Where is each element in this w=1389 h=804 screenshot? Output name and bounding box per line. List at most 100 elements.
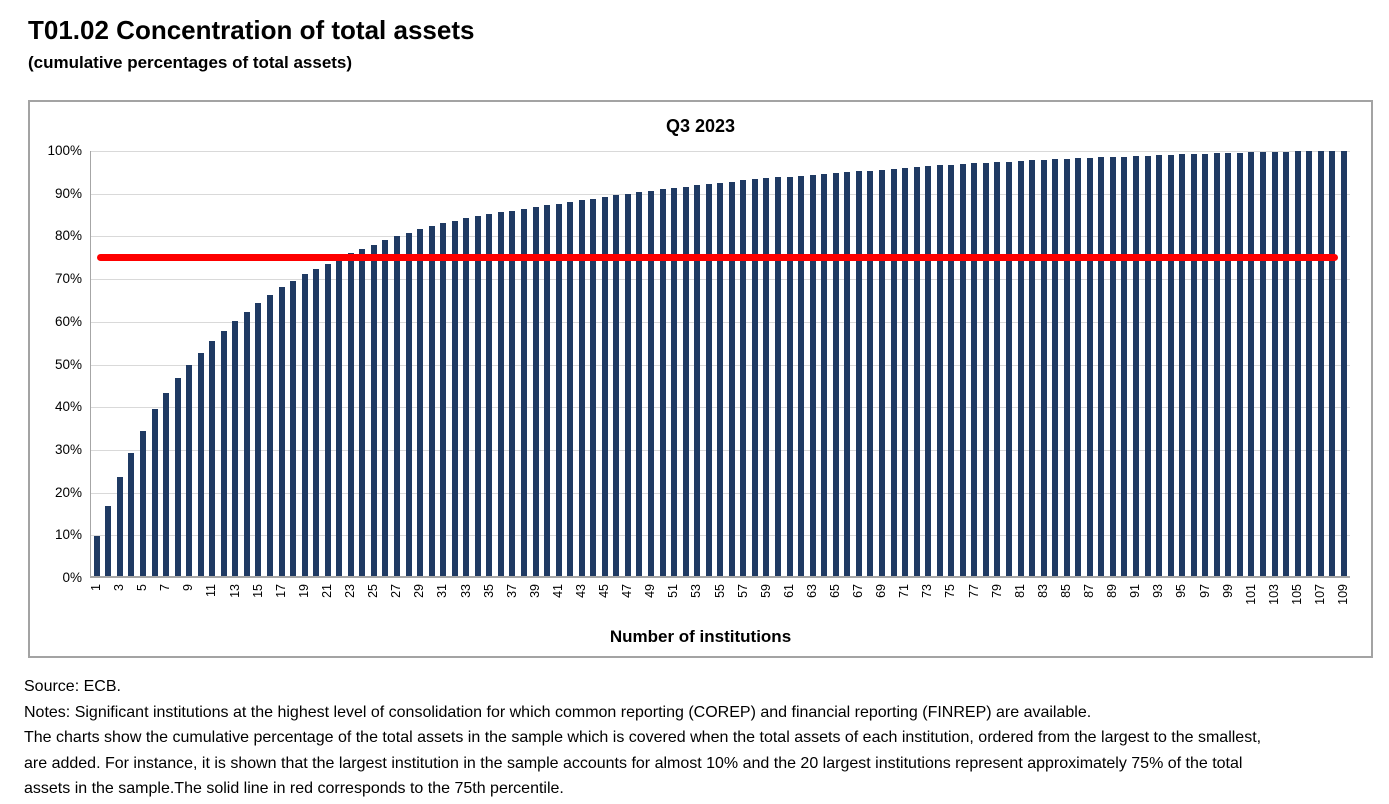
x-tick-slot: 53 <box>689 584 704 622</box>
bar <box>382 240 389 576</box>
bar <box>1283 151 1290 576</box>
x-tick-label: 27 <box>389 584 404 598</box>
bar <box>1190 153 1197 576</box>
x-tick-slot: 85 <box>1059 584 1073 622</box>
bar <box>428 226 435 576</box>
bar-slot <box>761 151 773 576</box>
bar <box>313 268 320 576</box>
x-tick-slot: 37 <box>505 584 519 622</box>
bar-slot <box>1049 151 1061 576</box>
bar-slot <box>103 151 115 576</box>
bar-slot <box>333 151 345 576</box>
bar <box>613 195 620 576</box>
x-tick-slot: 57 <box>736 584 750 622</box>
bar-slot <box>969 151 981 576</box>
bar-slot <box>322 151 334 576</box>
x-tick-label: 55 <box>712 584 727 598</box>
bar-slot <box>149 151 161 576</box>
y-tick-label: 10% <box>54 527 82 543</box>
bar <box>925 166 932 576</box>
x-tick-slot: 13 <box>227 584 242 622</box>
bar <box>659 189 666 576</box>
bar-slot <box>807 151 819 576</box>
y-tick-label: 30% <box>54 441 82 457</box>
x-tick-slot: 63 <box>805 584 819 622</box>
x-tick-label: 29 <box>412 584 427 598</box>
bar-slot <box>345 151 357 576</box>
bar <box>1329 151 1336 576</box>
x-tick-slot: 23 <box>343 584 357 622</box>
bar-slot <box>1315 151 1327 576</box>
bar-slot <box>114 151 126 576</box>
x-tick-label: 91 <box>1128 584 1143 598</box>
x-tick-slot: 79 <box>990 584 1004 622</box>
x-tick-label: 93 <box>1151 584 1166 598</box>
x-tick-slot: 83 <box>1035 584 1050 622</box>
bar-slot <box>1338 151 1350 576</box>
bar-slot <box>611 151 623 576</box>
bar-slot <box>865 151 877 576</box>
x-tick-label: 101 <box>1243 584 1258 605</box>
percentile-75-reference-line <box>97 254 1338 262</box>
bar <box>128 452 135 576</box>
bar <box>832 173 839 576</box>
bar-slot <box>1280 151 1292 576</box>
x-tick-label: 107 <box>1312 584 1327 605</box>
x-tick-label: 83 <box>1035 584 1050 598</box>
bar <box>1075 158 1082 576</box>
bar <box>532 207 539 576</box>
x-tick-label: 39 <box>527 584 542 598</box>
bar <box>278 287 285 576</box>
bar <box>186 364 193 576</box>
bar <box>705 184 712 576</box>
x-tick-label: 89 <box>1105 584 1120 598</box>
bar-slot <box>195 151 207 576</box>
x-tick-slot: 87 <box>1082 584 1096 622</box>
y-tick-label: 40% <box>54 399 82 415</box>
bar <box>474 216 481 576</box>
bar-slot <box>1130 151 1142 576</box>
bar-slot <box>957 151 969 576</box>
bar <box>197 352 204 576</box>
x-tick-slot: 19 <box>296 584 311 622</box>
bar <box>174 377 181 576</box>
bar <box>255 303 262 576</box>
bar-slot <box>1234 151 1246 576</box>
x-tick-slot: 59 <box>759 584 773 622</box>
x-tick-slot: 81 <box>1013 584 1027 622</box>
bar-slot <box>715 151 727 576</box>
x-tick-label: 53 <box>689 584 704 598</box>
x-tick-label: 13 <box>227 584 242 598</box>
bar <box>844 172 851 576</box>
x-tick-label: 73 <box>920 584 935 598</box>
bar-slot <box>564 151 576 576</box>
bar-slot <box>414 151 426 576</box>
bar <box>105 505 112 576</box>
bar-slot <box>507 151 519 576</box>
bar-slot <box>1200 151 1212 576</box>
x-tick-slot: 9 <box>181 584 195 622</box>
bar-slot <box>1165 151 1177 576</box>
bar <box>740 180 747 576</box>
bar-slot <box>1096 151 1108 576</box>
x-axis-title: Number of institutions <box>609 627 792 646</box>
x-tick-label: 19 <box>296 584 311 598</box>
bar <box>1063 158 1070 576</box>
x-tick-slot: 101 <box>1243 584 1258 622</box>
x-tick-label: 109 <box>1336 584 1351 605</box>
bar <box>451 220 458 576</box>
x-tick-label: 43 <box>573 584 588 598</box>
bar <box>93 535 100 576</box>
bar <box>971 163 978 576</box>
y-tick-label: 20% <box>54 484 82 500</box>
y-tick-label: 70% <box>54 271 82 287</box>
bar-slot <box>1188 151 1200 576</box>
bar <box>1236 152 1243 576</box>
bar <box>959 163 966 576</box>
bar <box>1271 151 1278 576</box>
plot-area <box>90 151 1350 578</box>
bar <box>336 258 343 576</box>
bar-slot <box>541 151 553 576</box>
bar <box>936 165 943 576</box>
bar-slot <box>1003 151 1015 576</box>
